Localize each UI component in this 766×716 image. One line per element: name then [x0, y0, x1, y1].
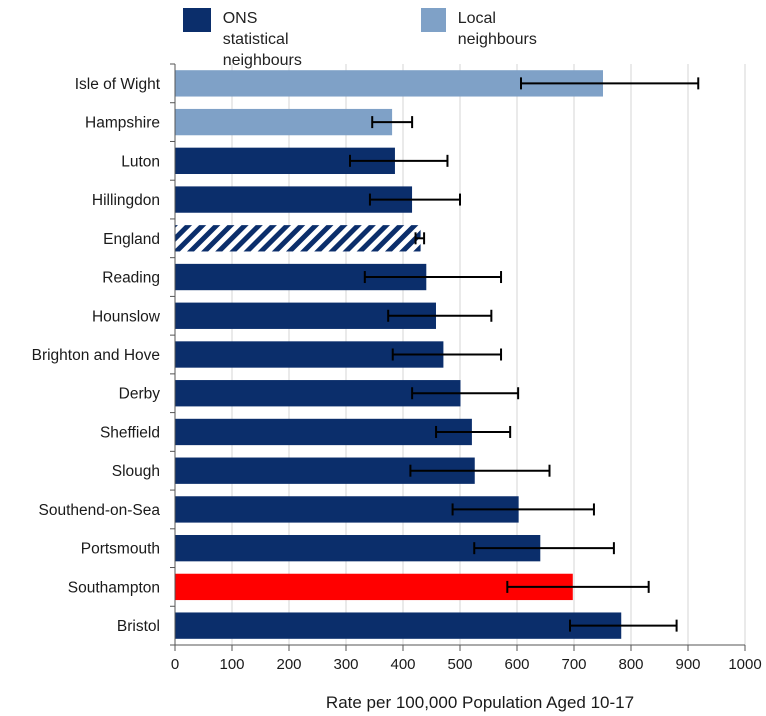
category-label: Derby: [119, 386, 161, 403]
bar: [175, 418, 472, 446]
bar: [175, 108, 393, 136]
category-label: Bristol: [117, 618, 160, 635]
category-label: Hounslow: [92, 308, 161, 325]
x-tick-label: 0: [171, 656, 179, 673]
x-tick-label: 1000: [728, 656, 761, 673]
category-labels: Isle of Wight Hampshire Luton Hillingdon Eng…: [32, 76, 161, 635]
category-label: Brighton and Hove: [32, 347, 160, 364]
x-tick-label: 700: [561, 656, 586, 673]
legend-label-ons: ONS statistical neighbours: [222, 10, 302, 69]
category-label: Portsmouth: [81, 541, 160, 558]
legend-swatch-local: [421, 8, 446, 32]
category-label: Reading: [102, 270, 160, 287]
x-tick-label: 200: [276, 656, 301, 673]
category-label: Hillingdon: [92, 192, 160, 209]
category-label: England: [103, 231, 160, 248]
category-label: Sheffield: [100, 424, 160, 441]
x-tick-label: 800: [618, 656, 643, 673]
category-label: Southampton: [68, 579, 160, 596]
x-axis: 0 100 200 300 400 500 600 700 800 900 1000: [170, 63, 762, 673]
legend-swatch-ons: [183, 8, 211, 32]
legend-item-local: Local neighbours: [421, 8, 546, 50]
category-label: Luton: [121, 153, 160, 170]
x-tick-label: 300: [333, 656, 358, 673]
error-bars: [348, 77, 700, 632]
legend-item-ons: ONS statistical neighbours: [183, 8, 308, 71]
category-label: Isle of Wight: [75, 76, 161, 93]
bar: [175, 225, 421, 252]
category-label: Hampshire: [85, 115, 160, 132]
x-tick-label: 600: [504, 656, 529, 673]
category-label: Slough: [112, 463, 160, 480]
legend-label-local: Local neighbours: [457, 10, 537, 48]
x-tick-label: 500: [447, 656, 472, 673]
x-tick-label: 100: [219, 656, 244, 673]
x-tick-label: 900: [675, 656, 700, 673]
x-axis-title: Rate per 100,000 Population Aged 10-17: [326, 693, 634, 712]
category-label: Southend-on-Sea: [38, 502, 160, 519]
bar: [175, 612, 622, 639]
x-tick-label: 400: [390, 656, 415, 673]
